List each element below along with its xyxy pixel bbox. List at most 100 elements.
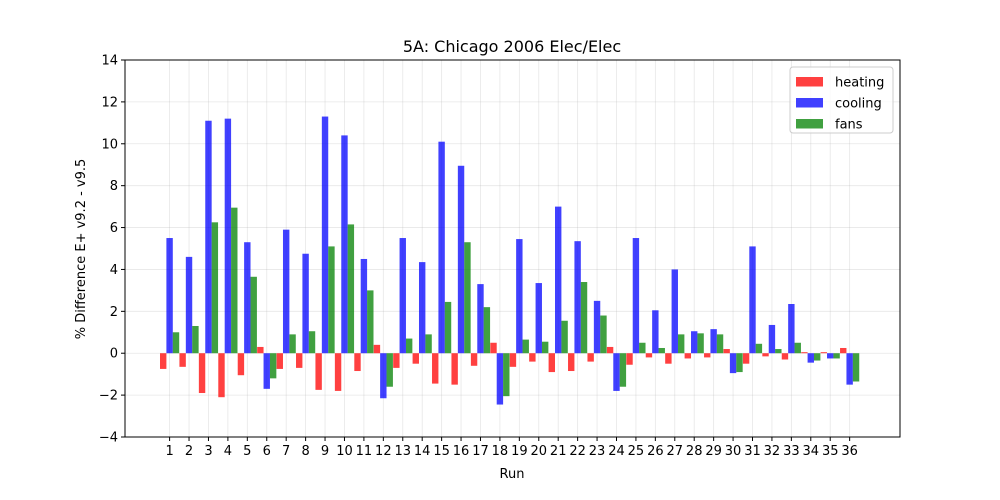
bar-heating [373, 344, 381, 354]
x-tick-label: 12 [375, 444, 392, 459]
bar-fans [658, 347, 665, 354]
bar-heating [704, 353, 711, 358]
bar-fans [755, 343, 763, 354]
bar-fans [386, 353, 393, 387]
bar-heating [568, 353, 575, 372]
bar-fans [541, 341, 549, 354]
bar-heating [470, 353, 478, 366]
bar-cooling [282, 229, 290, 354]
bar-cooling [380, 353, 387, 399]
bar-cooling [691, 331, 698, 354]
bar-heating [490, 342, 497, 354]
bar-fans [172, 332, 180, 354]
bar-fans [600, 315, 607, 354]
x-tick-label: 21 [550, 444, 567, 459]
x-tick-label: 33 [783, 444, 800, 459]
bar-heating [606, 346, 614, 354]
x-tick-label: 4 [224, 444, 232, 459]
x-tick-label: 28 [686, 444, 703, 459]
bar-cooling [827, 353, 834, 359]
bar-fans [231, 207, 238, 354]
y-tick-label: 10 [101, 137, 118, 152]
bar-cooling [477, 284, 484, 354]
bar-fans [503, 353, 510, 397]
x-tick-label: 31 [744, 444, 761, 459]
legend-swatch-fans [796, 119, 823, 129]
bar-fans [794, 342, 801, 354]
x-tick-label: 8 [301, 444, 309, 459]
bar-heating [587, 353, 594, 362]
bars [160, 116, 860, 405]
bar-heating [509, 353, 517, 367]
bar-heating [296, 353, 303, 368]
x-tick-label: 15 [433, 444, 450, 459]
plot-frame [124, 59, 901, 438]
bar-cooling [496, 353, 504, 405]
x-tick-label: 2 [185, 444, 193, 459]
bar-fans [192, 325, 199, 354]
bar-cooling [574, 241, 581, 354]
bar-heating [529, 353, 536, 362]
bar-cooling [205, 120, 212, 354]
x-tick-label: 32 [764, 444, 781, 459]
bar-fans [852, 353, 860, 382]
x-tick-label: 20 [530, 444, 547, 459]
bar-fans [250, 276, 257, 354]
x-tick-label: 30 [725, 444, 742, 459]
bar-cooling [224, 118, 232, 354]
bar-heating [198, 353, 206, 394]
bar-cooling [768, 324, 776, 354]
x-tick-label: 9 [321, 444, 329, 459]
x-tick-label: 13 [394, 444, 411, 459]
legend-swatch-heating [796, 77, 823, 87]
bar-heating [820, 352, 828, 354]
x-tick-label: 14 [414, 444, 431, 459]
bar-cooling [749, 246, 756, 354]
x-tick-label: 7 [282, 444, 290, 459]
bar-fans [289, 334, 296, 354]
bar-heating [451, 353, 458, 385]
bar-heating [276, 353, 283, 369]
bar-heating [840, 347, 847, 354]
bar-fans [775, 349, 782, 354]
bar-cooling [710, 329, 717, 354]
y-tick-label: −4 [99, 431, 118, 446]
bar-cooling [302, 253, 309, 354]
bar-fans [580, 282, 588, 354]
bar-fans [619, 353, 627, 387]
y-tick-label: 14 [101, 54, 118, 69]
legend-label-fans: fans [835, 118, 863, 133]
bar-fans [269, 353, 277, 379]
x-tick-label: 19 [511, 444, 528, 459]
bar-fans [444, 301, 452, 354]
bar-fans [425, 334, 432, 354]
x-tick-label: 3 [204, 444, 212, 459]
bar-fans [347, 224, 355, 354]
y-axis-label: % Difference E+ v9.2 - v9.5 [74, 159, 89, 340]
legend-label-cooling: cooling [835, 97, 882, 112]
bar-fans [736, 353, 743, 373]
bar-cooling [613, 353, 620, 391]
bar-heating [762, 353, 769, 357]
x-tick-label: 34 [803, 444, 820, 459]
x-tick-label: 25 [628, 444, 645, 459]
x-tick-label: 5 [243, 444, 251, 459]
bar-heating [645, 353, 653, 358]
bar-fans [522, 339, 529, 354]
bar-cooling [457, 165, 465, 354]
bar-cooling [418, 262, 426, 354]
bar-cooling [535, 283, 542, 354]
x-tick-label: 29 [705, 444, 722, 459]
legend: heating cooling fans [789, 66, 894, 134]
bar-cooling [360, 258, 368, 354]
bar-cooling [341, 135, 348, 354]
x-tick-label: 1 [165, 444, 173, 459]
bar-cooling [244, 242, 251, 354]
bar-cooling [729, 353, 737, 374]
bar-heating [179, 353, 186, 367]
x-axis-label: Run [500, 467, 525, 482]
bar-cooling [321, 116, 329, 354]
y-tick-label: −2 [99, 389, 118, 404]
y-tick-label: 12 [101, 95, 118, 110]
